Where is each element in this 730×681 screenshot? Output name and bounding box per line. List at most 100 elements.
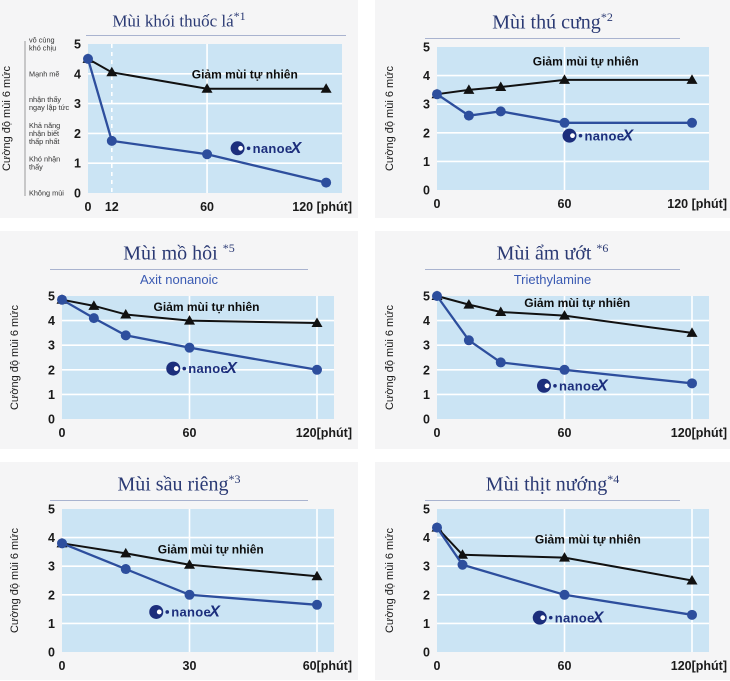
nanoe-logo-dot-icon [544,383,550,388]
y-tick-label: 1 [48,388,55,402]
durian-odor-chart: 0 1 2 3 4 5 0 30 60[phút] Cường độ mùi 6 mức Giảm … [9,502,352,673]
x-tick-label: 60 [558,659,572,673]
title-underline [50,268,308,270]
triangle-marker [311,570,323,580]
triangle-marker [559,309,570,320]
x-tick-label: 0 [59,659,66,673]
nanoe-logo-dot-icon [570,132,575,138]
intensity-scale-label: Khả năng nhận biết thấp nhất [29,121,60,146]
chart-title: Mùi ẩm ướt *6 [375,237,730,266]
nanoe-logo-text: nanoe [188,361,228,376]
chart-title-text: Mùi ẩm ướt [496,242,597,265]
natural-series-label: Giảm mùi tự nhiên [535,532,641,546]
nanoe-logo-dot-icon [173,365,179,371]
y-tick-label: 2 [423,126,430,140]
y-tick-label: 0 [423,183,430,197]
chart-panel-damp: Mùi ẩm ướt *6 Triethylamine 0 1 2 3 4 5 0 60 120… [375,231,730,449]
nanoe-logo-middot-icon [246,146,251,150]
plot-area [437,46,709,190]
plot-area [437,508,709,652]
x-tick-label: 60 [558,426,572,440]
y-tick-label: 2 [423,588,430,602]
triangle-marker [463,298,475,309]
intensity-scale-label: vô cùng khó chịu [29,36,56,53]
y-tick-label: 1 [48,617,55,631]
triangle-marker [120,308,132,319]
circle-marker [184,342,195,353]
series-nanoe-line [86,58,327,184]
circle-marker [463,110,474,121]
title-underline [50,499,308,501]
circle-marker [120,563,131,574]
y-tick-label: 1 [423,617,430,631]
y-tick-label: 0 [74,186,81,200]
chart-title: Mùi mồ hôi *5 [0,237,358,266]
circle-marker [120,330,131,341]
chart-panel-sweat: Mùi mồ hôi *5 Axit nonanoic 0 1 2 3 4 5 0 60 120… [0,231,358,449]
series-nanoe-line [61,541,318,606]
circle-marker [559,589,570,600]
plot-area [437,295,709,419]
title-underline [424,268,681,270]
y-tick-label: 3 [48,338,55,352]
nanoe-logo-circle-icon [537,378,551,393]
y-tick-label: 0 [48,645,55,659]
triangle-marker [320,82,332,93]
natural-series-label: Giảm mùi tự nhiên [533,54,639,68]
circle-marker [184,589,195,600]
nanoe-logo-x-text: X [596,377,609,394]
natural-series-label: Giảm mùi tự nhiên [524,296,630,310]
x-tick-label: 30 [183,659,197,673]
x-tick-label: 12 [105,200,119,214]
plot-area [88,43,342,193]
circle-marker [687,609,697,620]
nanoe-logo-circle-icon [562,128,577,143]
circle-marker [312,364,322,375]
triangle-marker [106,66,118,76]
circle-marker [88,312,99,323]
nanoe-logo-x-text: X [622,127,635,144]
circle-marker [57,537,67,548]
y-tick-label: 3 [423,559,430,573]
chart-panel-grilled-meat: Mùi thịt nướng*4 0 1 2 3 4 5 0 60 120[phút] Cường… [375,462,730,680]
footnote-marker: *1 [233,9,246,23]
chart-panel-cigarette-smoke: Mùi khói thuốc lá*1 0 1 2 3 4 5 0 12 60 120 [phút… [0,0,358,218]
chart-title-text: Mùi mồ hôi [123,242,223,265]
nanoe-logo-middot-icon [553,383,557,388]
series-natural-line [87,57,327,90]
circle-marker [687,117,697,128]
nanoe-logo-text: nanoe [555,610,595,625]
triangle-marker [495,306,507,316]
triangle-marker [184,314,195,325]
circle-marker [432,88,442,99]
footnote-marker: *5 [222,241,235,255]
natural-series-label: Giảm mùi tự nhiên [158,542,264,556]
intensity-scale-label: nhận thấy ngay lập tức [29,95,70,112]
nanoe-logo-circle-icon [532,610,547,625]
y-tick-label: 5 [48,502,55,516]
y-tick-label: 0 [48,412,55,426]
circle-marker [559,364,570,375]
y-tick-label: 4 [423,69,430,83]
y-tick-label: 2 [48,363,55,377]
x-tick-label: 0 [59,426,66,440]
y-tick-label: 4 [48,531,55,545]
chart-subtitle: Triethylamine [513,271,592,287]
x-tick-label: 0 [434,426,441,440]
y-tick-label: 5 [423,502,430,516]
y-tick-label: 0 [423,645,430,659]
x-tick-label: 60 [558,197,572,211]
chart-panel-durian: Mùi sầu riêng*3 0 1 2 3 4 5 0 30 60[phút] Cường đ… [0,462,358,680]
nanoe-logo-dot-icon [156,609,162,615]
plot-area [62,508,334,652]
triangle-marker [311,317,323,327]
footnote-marker: *6 [596,241,609,255]
triangle-marker [686,574,698,585]
x-tick-label: 60 [200,200,214,214]
y-tick-label: 4 [423,531,430,545]
chart-title: Mùi khói thuốc lá*1 [0,6,358,32]
